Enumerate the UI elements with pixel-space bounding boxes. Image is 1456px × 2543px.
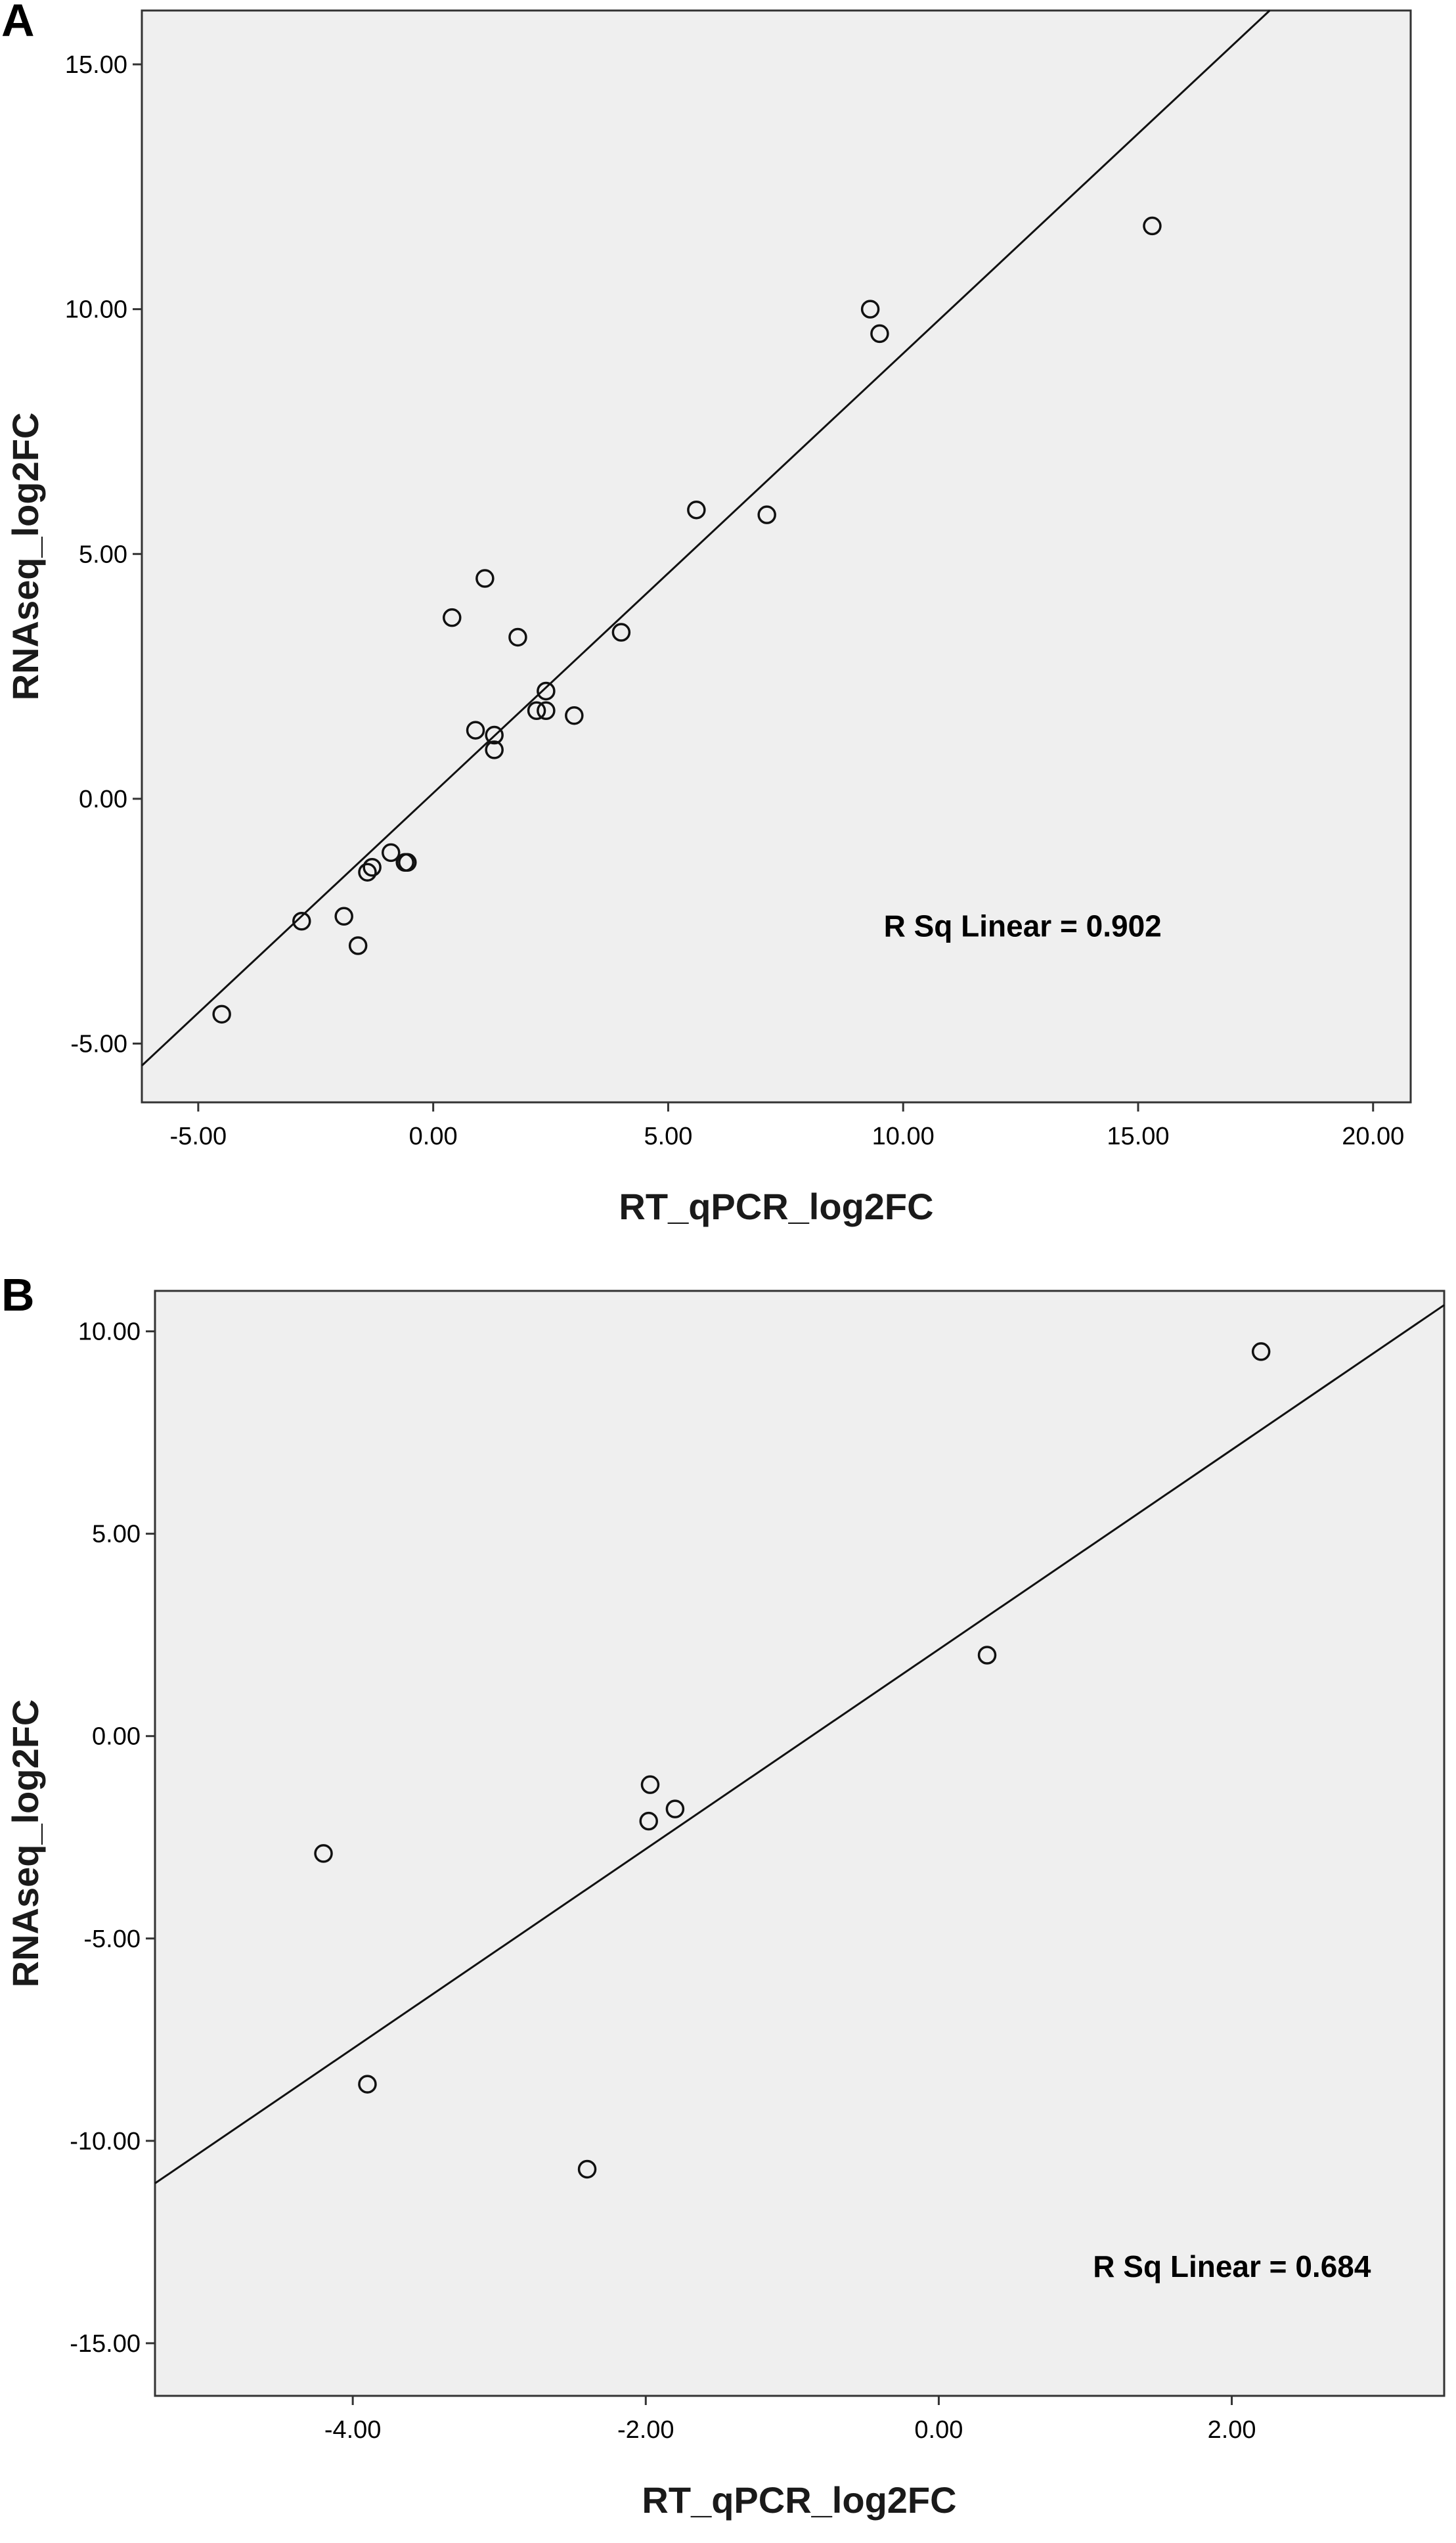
- data-point-a: [508, 627, 527, 647]
- y-tick-label-b: 10.00: [78, 1318, 141, 1346]
- data-point-a: [363, 858, 382, 877]
- y-tick-label-b: -15.00: [70, 2330, 141, 2358]
- data-point-a: [870, 324, 889, 344]
- r-squared-annotation-a: R Sq Linear = 0.902: [884, 909, 1162, 943]
- data-point-a: [334, 907, 353, 926]
- y-tick-label-a: 5.00: [79, 541, 127, 568]
- data-point-a: [687, 500, 706, 520]
- y-tick-label-a: 0.00: [79, 786, 127, 813]
- x-tick-label-a: 20.00: [1342, 1123, 1404, 1150]
- y-tick-label-a: -5.00: [70, 1031, 127, 1058]
- data-point-a: [466, 721, 485, 740]
- regression-line-b: [154, 1304, 1445, 2184]
- axis-ticks-b: -4.00 -2.00 0.00 2.00 -15.00 -10.00 -5.00 0.00 5…: [70, 1318, 1256, 2444]
- data-point-b: [977, 1646, 997, 1665]
- data-point-a: [565, 706, 584, 725]
- data-point-a: [537, 681, 556, 701]
- data-point-b: [314, 1844, 333, 1863]
- data-point-a: [860, 300, 880, 319]
- panel-label-a: A: [1, 0, 35, 46]
- data-point-a: [485, 725, 504, 745]
- y-tick-label-b: 5.00: [92, 1521, 141, 1548]
- data-point-a: [443, 608, 462, 627]
- data-point-a: [485, 740, 504, 759]
- plot-area-b: [154, 1290, 1445, 2397]
- x-tick-label-b: 0.00: [914, 2416, 963, 2444]
- x-tick-label-a: 0.00: [409, 1123, 458, 1150]
- data-point-a: [358, 863, 377, 882]
- data-point-a: [757, 505, 776, 524]
- data-point-a: [398, 853, 417, 872]
- y-tick-label-b: -5.00: [83, 1925, 141, 1953]
- r-squared-annotation-b: R Sq Linear = 0.684: [1093, 2249, 1371, 2284]
- x-tick-label-a: 10.00: [872, 1123, 935, 1150]
- x-tick-label-b: 2.00: [1208, 2416, 1256, 2444]
- data-point-a: [537, 701, 556, 721]
- y-tick-label-a: 15.00: [65, 51, 127, 79]
- x-tick-label-a: 5.00: [644, 1123, 692, 1150]
- y-axis-title-b: RNAseq_log2FC: [5, 1699, 46, 1988]
- y-tick-label-b: -10.00: [70, 2128, 141, 2155]
- data-points-a: [212, 216, 1162, 1024]
- panel-label-b: B: [1, 1269, 35, 1320]
- data-point-a: [611, 623, 631, 642]
- data-point-b: [577, 2159, 597, 2179]
- data-point-a: [527, 701, 546, 721]
- x-tick-label-b: -4.00: [324, 2416, 382, 2444]
- data-point-b: [665, 1799, 685, 1818]
- data-point-b: [1251, 1342, 1271, 1361]
- data-point-b: [640, 1775, 660, 1794]
- data-point-a: [292, 911, 311, 931]
- scatter-panel-b: B -4.00 -2.00 0.00 2.00 -15.00 -10.00 -5.00 0.0…: [1, 1269, 1445, 2521]
- data-point-a: [348, 936, 368, 955]
- x-tick-label-a: 15.00: [1107, 1123, 1169, 1150]
- x-axis-title-b: RT_qPCR_log2FC: [642, 2479, 956, 2521]
- x-tick-label-b: -2.00: [617, 2416, 674, 2444]
- data-point-a: [1143, 216, 1162, 236]
- scatter-panel-a: A -5.00 0.00 5.00 10.00 15.00 20.00 -5.00 0.00 5…: [1, 0, 1412, 1227]
- plot-area-a: [141, 9, 1412, 1104]
- data-point-b: [358, 2075, 377, 2094]
- data-points-b: [314, 1342, 1271, 2179]
- regression-line-a: [141, 9, 1271, 1067]
- data-point-a: [212, 1004, 231, 1024]
- x-tick-label-a: -5.00: [170, 1123, 227, 1150]
- data-point-a: [381, 843, 401, 863]
- y-tick-label-a: 10.00: [65, 296, 127, 324]
- x-axis-title-a: RT_qPCR_log2FC: [619, 1186, 933, 1227]
- axis-ticks-a: -5.00 0.00 5.00 10.00 15.00 20.00 -5.00 0.00 5.0…: [65, 51, 1404, 1150]
- data-point-b: [639, 1811, 658, 1831]
- y-tick-label-b: 0.00: [92, 1723, 141, 1751]
- data-point-a: [475, 569, 495, 588]
- y-axis-title-a: RNAseq_log2FC: [5, 413, 46, 701]
